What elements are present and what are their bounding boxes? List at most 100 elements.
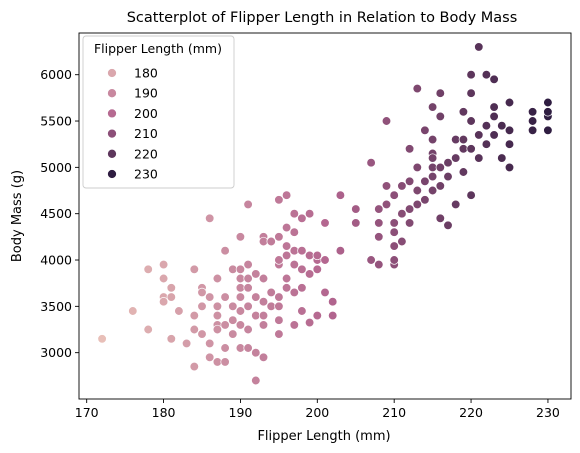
data-point [297, 246, 307, 256]
data-point [489, 74, 499, 84]
x-axis-label: Flipper Length (mm) [257, 429, 390, 444]
data-point [374, 218, 384, 228]
data-point [320, 218, 330, 228]
data-point [504, 162, 515, 173]
y-tick-label: 4500 [40, 206, 72, 221]
data-point [466, 116, 476, 126]
data-point [197, 301, 207, 311]
data-point [543, 97, 553, 108]
data-point [381, 199, 392, 210]
y-tick-label: 3000 [40, 345, 72, 360]
x-tick-label: 220 [459, 405, 483, 420]
data-point [205, 213, 215, 223]
data-point [466, 190, 476, 200]
data-point [228, 315, 238, 325]
legend-marker [107, 108, 117, 119]
data-point [474, 153, 484, 163]
y-tick-label: 5500 [40, 114, 72, 129]
data-point [266, 301, 276, 311]
data-point [366, 255, 376, 265]
data-point [289, 287, 299, 298]
legend-box [82, 35, 235, 189]
data-point [504, 97, 515, 108]
legend-marker [107, 88, 117, 99]
data-point [97, 334, 107, 344]
y-tick-label: 5000 [40, 160, 72, 175]
data-point [281, 283, 292, 293]
legend-label: 230 [134, 167, 158, 182]
data-point [474, 42, 484, 52]
data-point [481, 121, 492, 131]
data-point [212, 273, 223, 284]
points-layer [97, 42, 553, 386]
x-tick-label: 200 [305, 405, 329, 420]
data-point [458, 134, 469, 145]
data-point [281, 241, 292, 251]
legend-label: 210 [134, 126, 158, 141]
x-axis-ticks: 170 180 190 200 210 220 230 [75, 399, 560, 420]
data-point [243, 283, 253, 293]
data-point [220, 357, 230, 367]
data-point [427, 134, 438, 145]
data-point [481, 70, 492, 80]
data-point [212, 357, 223, 367]
data-point [274, 292, 284, 302]
data-point [527, 125, 538, 135]
data-point [289, 209, 299, 219]
legend-marker [107, 148, 117, 159]
data-point [189, 310, 199, 321]
data-point [404, 204, 415, 214]
data-point [351, 204, 361, 214]
y-tick-label: 4000 [40, 253, 72, 268]
data-point [251, 375, 261, 386]
data-point [258, 320, 269, 330]
data-point [474, 130, 484, 140]
data-point [197, 329, 207, 339]
data-point [228, 329, 238, 339]
data-point [435, 162, 445, 173]
data-point [281, 250, 292, 261]
data-point [158, 259, 169, 270]
data-point [235, 264, 246, 274]
data-point [189, 324, 199, 335]
legend-entries: 180 190 200 210 220 230 [107, 66, 158, 182]
data-point [235, 232, 246, 242]
data-point [427, 171, 438, 182]
data-point [466, 144, 476, 154]
data-point [427, 102, 438, 112]
data-point [174, 306, 184, 316]
data-point [128, 306, 138, 316]
data-point [404, 218, 415, 228]
data-point [274, 195, 284, 205]
data-point [412, 162, 422, 173]
legend-label: 220 [134, 146, 158, 161]
data-point [251, 310, 261, 321]
data-point [381, 116, 392, 126]
data-point [443, 171, 453, 182]
legend-label: 200 [134, 106, 158, 121]
data-point [304, 317, 315, 328]
chart-title: Scatterplot of Flipper Length in Relatio… [127, 10, 518, 26]
data-point [335, 190, 346, 200]
data-point [435, 213, 445, 223]
data-point [374, 259, 384, 270]
data-point [451, 134, 461, 145]
data-point [258, 297, 269, 307]
data-point [258, 273, 269, 284]
data-point [527, 107, 538, 117]
data-point [304, 269, 315, 279]
data-point [143, 264, 153, 274]
data-point [381, 181, 392, 191]
data-point [320, 287, 330, 298]
data-point [228, 301, 238, 311]
data-point [274, 301, 284, 311]
data-point [489, 111, 499, 122]
legend-marker [107, 128, 117, 139]
data-point [166, 283, 176, 293]
data-point [304, 209, 315, 219]
data-point [289, 320, 299, 330]
data-point [212, 310, 223, 321]
data-point [266, 287, 276, 298]
data-point [205, 338, 215, 349]
data-point [274, 315, 284, 325]
